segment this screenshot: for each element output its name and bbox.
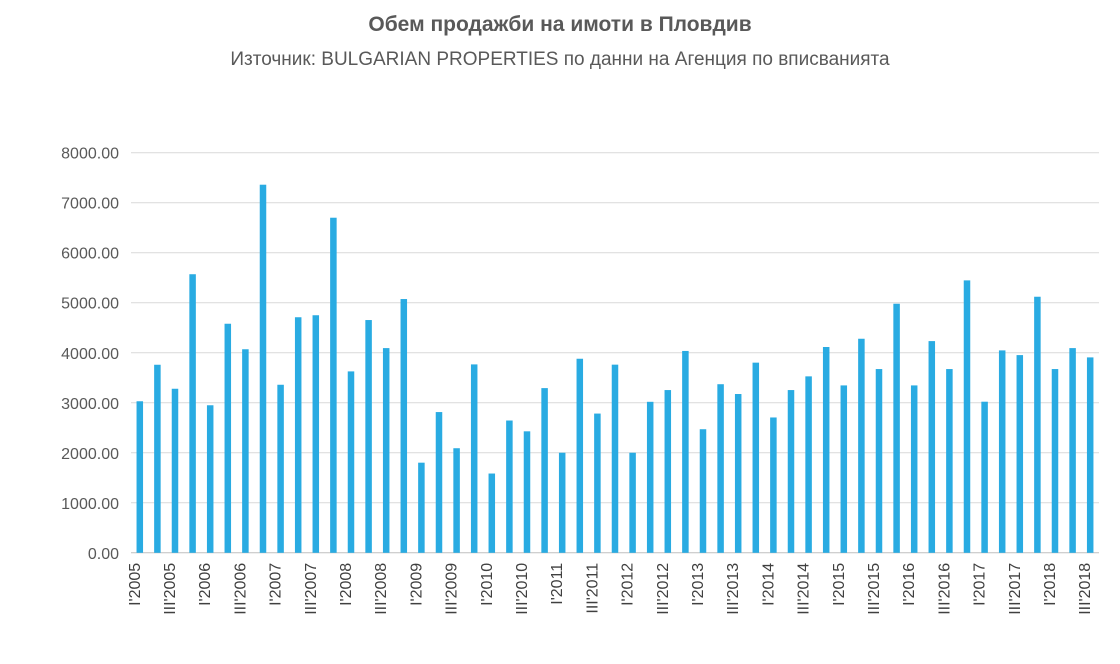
svg-text:I'2011: I'2011 [549, 563, 566, 605]
svg-text:3000.00: 3000.00 [61, 396, 119, 413]
svg-text:III'2011: III'2011 [584, 563, 601, 614]
svg-text:I'2018: I'2018 [1042, 563, 1059, 606]
svg-text:I'2012: I'2012 [620, 563, 637, 606]
svg-text:III'2005: III'2005 [162, 563, 179, 615]
svg-text:III'2015: III'2015 [866, 563, 883, 615]
svg-text:I'2006: I'2006 [197, 563, 214, 606]
svg-text:I'2005: I'2005 [127, 563, 144, 606]
svg-text:III'2012: III'2012 [655, 563, 672, 615]
svg-text:III'2014: III'2014 [796, 563, 813, 615]
svg-text:III'2017: III'2017 [1007, 563, 1024, 615]
svg-text:III'2010: III'2010 [514, 563, 531, 615]
svg-text:I'2013: I'2013 [690, 563, 707, 606]
svg-text:III'2008: III'2008 [373, 563, 390, 615]
svg-text:4000.00: 4000.00 [61, 346, 119, 363]
svg-text:I'2007: I'2007 [268, 563, 285, 606]
svg-text:7000.00: 7000.00 [61, 196, 119, 213]
svg-text:I'2017: I'2017 [972, 563, 989, 606]
svg-text:III'2018: III'2018 [1077, 563, 1094, 615]
svg-text:6000.00: 6000.00 [61, 246, 119, 263]
svg-text:I'2009: I'2009 [408, 563, 425, 606]
svg-text:I'2010: I'2010 [479, 563, 496, 606]
svg-text:III'2009: III'2009 [444, 563, 461, 615]
svg-text:I'2014: I'2014 [760, 563, 777, 606]
svg-text:2000.00: 2000.00 [61, 446, 119, 463]
svg-text:III'2007: III'2007 [303, 563, 320, 615]
svg-text:0.00: 0.00 [88, 546, 119, 563]
svg-text:III'2016: III'2016 [936, 563, 953, 615]
svg-text:5000.00: 5000.00 [61, 296, 119, 313]
svg-text:I'2016: I'2016 [901, 563, 918, 606]
svg-text:III'2006: III'2006 [232, 563, 249, 615]
svg-text:1000.00: 1000.00 [61, 496, 119, 513]
svg-text:I'2015: I'2015 [831, 563, 848, 606]
svg-text:8000.00: 8000.00 [61, 146, 119, 163]
svg-text:I'2008: I'2008 [338, 563, 355, 606]
svg-text:III'2013: III'2013 [725, 563, 742, 615]
